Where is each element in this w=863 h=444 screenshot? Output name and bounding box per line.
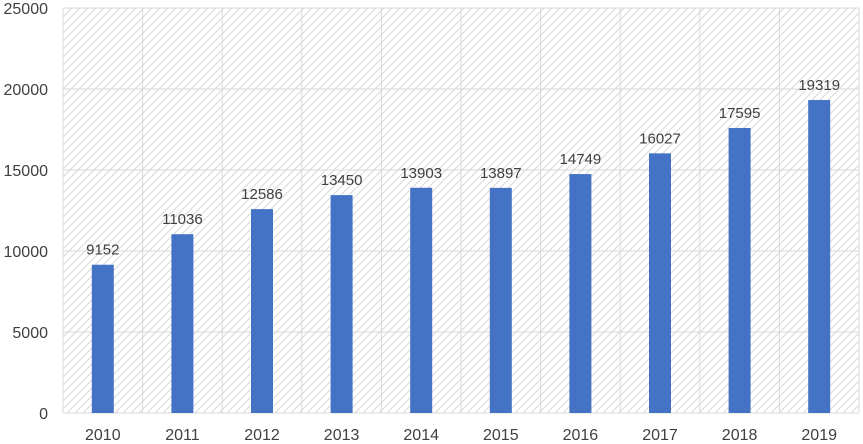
bar-2019 <box>808 100 831 414</box>
data-label-2010: 9152 <box>86 242 119 259</box>
x-tick-label-2011: 2011 <box>165 427 200 444</box>
y-tick-label-20000: 20000 <box>4 82 49 99</box>
y-axis-ticks: 0 5000 10000 15000 20000 25000 <box>4 1 49 423</box>
bar-2012 <box>251 209 273 413</box>
gridlines <box>62 7 860 414</box>
bar-2011 <box>171 234 194 413</box>
bar-2018 <box>728 127 751 413</box>
x-tick-label-2017: 2017 <box>642 427 678 444</box>
x-tick-label-2014: 2014 <box>403 427 439 444</box>
data-label-2015: 13897 <box>480 165 522 182</box>
y-tick-label-0: 0 <box>39 406 48 423</box>
x-tick-label-2018: 2018 <box>722 427 758 444</box>
data-label-2011: 11036 <box>162 211 203 228</box>
bar-2014 <box>410 187 433 413</box>
x-tick-label-2019: 2019 <box>801 427 837 444</box>
x-tick-label-2016: 2016 <box>563 427 599 444</box>
data-label-2017: 16027 <box>639 130 681 147</box>
bar-2013 <box>330 195 353 413</box>
data-label-2019: 19319 <box>798 77 840 94</box>
x-tick-label-2010: 2010 <box>85 427 121 444</box>
data-label-2018: 17595 <box>719 105 761 122</box>
data-label-2013: 13450 <box>321 172 363 189</box>
x-tick-label-2012: 2012 <box>244 427 280 444</box>
x-axis-ticks: 2010 2011 2012 2013 2014 2015 2016 2017 2018 2019 <box>85 427 837 444</box>
bar-2010 <box>91 264 114 413</box>
data-labels: 9152 11036 12586 13450 13903 13897 14749 16027 1… <box>86 77 840 259</box>
y-tick-label-25000: 25000 <box>4 1 49 18</box>
bar-2015 <box>489 187 512 413</box>
y-tick-label-15000: 15000 <box>4 163 49 180</box>
bar-2016 <box>569 174 592 413</box>
bar-2017 <box>649 153 671 413</box>
bars <box>91 100 831 414</box>
data-label-2016: 14749 <box>560 151 602 168</box>
data-label-2014: 13903 <box>400 165 442 182</box>
x-tick-label-2013: 2013 <box>324 427 360 444</box>
y-tick-label-10000: 10000 <box>4 244 49 261</box>
y-tick-label-5000: 5000 <box>12 325 48 342</box>
x-tick-label-2015: 2015 <box>483 427 519 444</box>
data-label-2012: 12586 <box>241 186 283 203</box>
